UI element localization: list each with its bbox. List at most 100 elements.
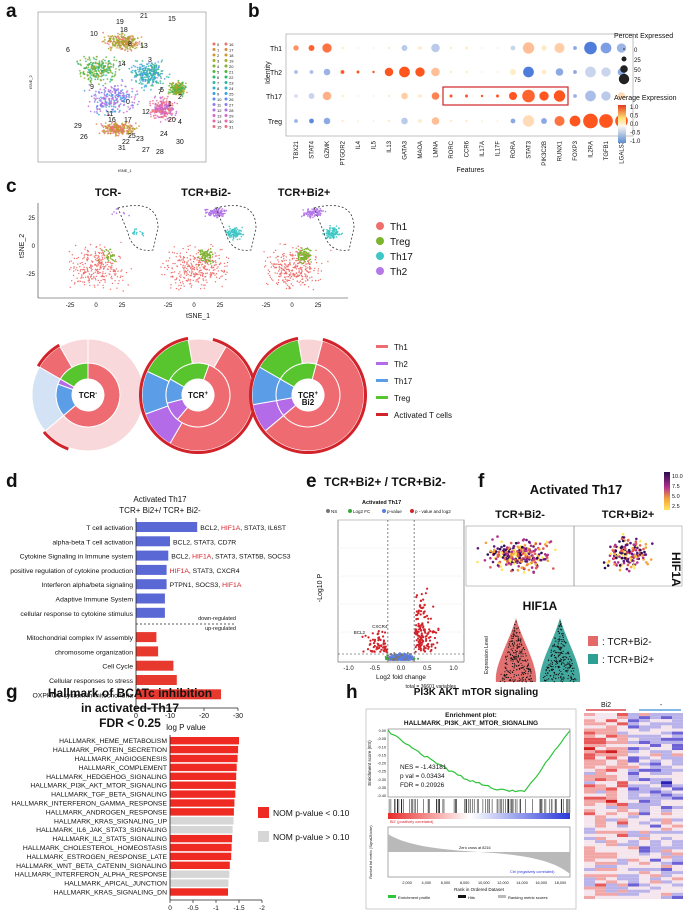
- cell-point: [233, 233, 235, 236]
- cell-point: [110, 66, 113, 68]
- cluster-label: 29: [74, 123, 82, 130]
- cell-point: [613, 563, 616, 566]
- panel-letter-e: e: [306, 471, 317, 492]
- cell-point: [111, 129, 114, 131]
- cell-point: [205, 279, 207, 281]
- cell-point: [314, 280, 317, 282]
- x-tick: 0: [94, 303, 98, 309]
- ns-point: [394, 653, 397, 656]
- cell-point: [203, 252, 206, 254]
- cell-point: [277, 281, 280, 284]
- cell-point: [174, 87, 177, 89]
- cell-point: [121, 36, 124, 39]
- cluster-label: 14: [118, 61, 126, 68]
- cell-point: [104, 266, 106, 268]
- cell-point: [176, 102, 179, 105]
- cell-point: [166, 268, 168, 271]
- cell-point: [95, 107, 98, 109]
- cell-point: [83, 269, 86, 271]
- cell-point: [210, 272, 212, 274]
- cell-point: [514, 541, 518, 545]
- cell-point: [292, 254, 294, 257]
- cell-point: [241, 226, 243, 229]
- cell-point: [111, 91, 114, 93]
- cell-point: [94, 256, 96, 259]
- cell-point: [284, 278, 287, 280]
- cell-point: [221, 275, 223, 277]
- cell-point: [111, 76, 113, 78]
- cell-point: [118, 68, 121, 71]
- cell-point: [88, 71, 91, 74]
- cell-point: [291, 258, 293, 260]
- y-tick: 25: [28, 216, 35, 222]
- cell-point: [82, 269, 84, 271]
- cell-point: [95, 279, 97, 281]
- cell-point: [104, 122, 107, 124]
- identity-label: Th17: [266, 94, 282, 101]
- cell-point: [138, 40, 141, 43]
- cell-point: [295, 264, 297, 266]
- cell-point: [625, 559, 629, 563]
- expression-dot: [522, 115, 535, 127]
- cell-point: [184, 265, 186, 267]
- cell-point: [157, 107, 160, 110]
- legend-label: 29: [229, 113, 234, 118]
- legend-swatch: [376, 396, 388, 399]
- panel-letter-a: a: [6, 1, 17, 22]
- cell-point: [100, 123, 103, 125]
- cell-point: [168, 88, 171, 91]
- cell-point: [173, 246, 175, 248]
- feature-label: IL4: [356, 140, 362, 149]
- activated-rim: [36, 343, 60, 367]
- cell-point: [111, 278, 113, 280]
- cell-point: [213, 212, 215, 214]
- cell-point: [634, 542, 638, 545]
- ns-point: [408, 654, 411, 657]
- cell-point: [183, 276, 185, 279]
- cell-point: [92, 67, 95, 69]
- cell-point: [183, 273, 186, 275]
- cell-point: [127, 106, 130, 108]
- cell-point: [217, 210, 220, 212]
- cell-point: [100, 73, 103, 75]
- legend-swatch: [212, 70, 216, 73]
- cell-point: [517, 541, 520, 545]
- cell-point: [106, 256, 109, 258]
- y-axis-label: tSNE_2: [28, 74, 33, 89]
- cell-point: [89, 110, 92, 113]
- expression-dot: [585, 66, 596, 78]
- cell-point: [317, 270, 319, 272]
- cell-point: [185, 251, 188, 253]
- sig-point: [431, 630, 434, 633]
- expression-dot: [553, 90, 566, 102]
- cell-point: [331, 227, 334, 229]
- cell-point: [142, 234, 145, 237]
- expression-dot: [600, 42, 612, 54]
- cell-point: [329, 236, 331, 238]
- cell-point: [289, 275, 291, 277]
- cell-point: [269, 276, 272, 278]
- condition-title: TCR-: [95, 187, 122, 199]
- cell-point: [333, 236, 336, 238]
- cell-point: [212, 253, 214, 256]
- cell-point: [183, 269, 185, 271]
- cell-point: [200, 259, 203, 262]
- cell-point: [126, 50, 129, 53]
- cell-point: [103, 130, 106, 133]
- cell-point: [95, 111, 98, 113]
- cell-point: [104, 279, 106, 281]
- cell-point: [180, 276, 182, 278]
- cell-point: [115, 268, 118, 270]
- cell-point: [154, 80, 157, 83]
- sig-point: [419, 649, 422, 652]
- cell-point: [135, 228, 137, 230]
- cell-point: [304, 260, 307, 263]
- cell-point: [280, 263, 282, 265]
- pie-center-main: TCR: [298, 391, 315, 400]
- cell-point: [143, 73, 146, 76]
- pathway-bar: [136, 593, 165, 604]
- cell-point: [108, 94, 111, 97]
- cell-point: [187, 260, 189, 262]
- cell-point: [124, 46, 127, 48]
- cell-point: [86, 63, 89, 66]
